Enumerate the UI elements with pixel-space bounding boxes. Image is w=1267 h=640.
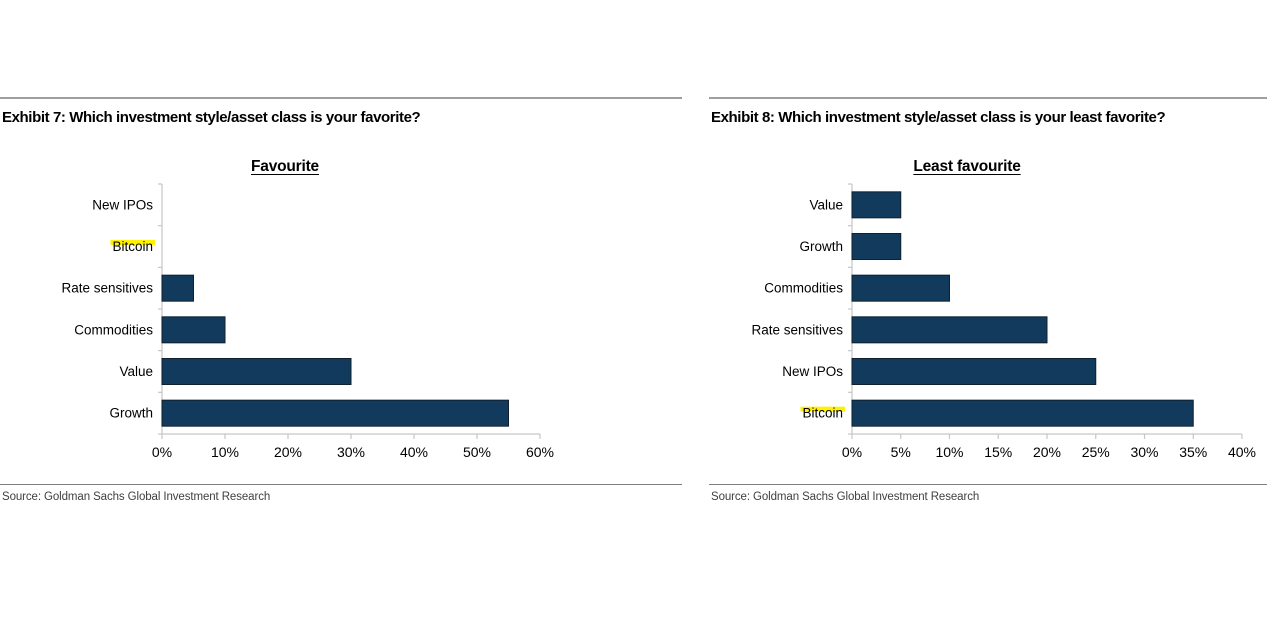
bar-value [161,358,352,385]
x-tick-label: 0% [842,444,862,460]
category-label: Growth [109,406,153,421]
bar-growth [161,399,509,427]
x-tick-label: 40% [400,444,428,460]
bitcoin-highlight-mark [800,406,845,412]
category-label: Rate sensitives [751,322,843,337]
category-label: Bitcoin [112,239,153,254]
source-divider [0,484,682,485]
chart-title-least-favourite: Least favourite [913,158,1021,175]
x-tick-label: 10% [935,444,963,460]
least-favourite-bar-chart: 0% 5% 10% 15% 20% 25% 30% 35% 40% Value Growth Comm… [751,183,1256,460]
top-divider [0,97,682,99]
category-label: New IPOs [92,197,153,212]
category-label: Bitcoin [802,406,843,421]
bitcoin-highlight-mark [110,240,155,245]
exhibit8-title: Exhibit 8: Which investment style/asset … [711,109,1166,126]
exhibit7-title: Exhibit 7: Which investment style/asset … [2,109,421,126]
bar-commodities [851,274,950,302]
bar-rate-sensitives [161,274,194,302]
x-tick-label: 20% [1033,444,1061,460]
x-tick-label: 15% [984,444,1012,460]
bar-bitcoin [851,399,1194,427]
x-tick-label: 5% [891,444,911,460]
bar-growth [851,233,902,260]
exhibit8-panel: Exhibit 8: Which investment style/asset … [709,0,1267,640]
category-label: Commodities [764,281,843,296]
source-divider [709,484,1267,485]
category-label: Commodities [74,322,153,337]
category-label: New IPOs [782,364,843,379]
exhibit7-panel: Exhibit 7: Which investment style/asset … [0,97,682,503]
bar-new-ipos [851,358,1097,385]
x-tick-label: 50% [463,444,491,460]
x-tick-label: 30% [1130,444,1158,460]
x-tick-label: 35% [1179,444,1207,460]
favourite-bar-chart: 0% 10% 20% 30% 40% 50% 60% New IPOs Bitcoin Rate … [61,183,554,460]
source-text: Source: Goldman Sachs Global Investment … [711,491,980,503]
x-tick-label: 20% [274,444,302,460]
top-divider [709,97,1267,99]
x-tick-label: 10% [211,444,239,460]
source-text: Source: Goldman Sachs Global Investment … [2,491,271,503]
x-tick-label: 30% [337,444,365,460]
x-tick-label: 0% [152,444,172,460]
category-label: Value [119,364,153,379]
bar-commodities [161,316,226,344]
x-tick-label: 25% [1082,444,1110,460]
x-tick-label: 40% [1228,444,1256,460]
chart-title-wrap: Least favourite [709,158,1225,176]
category-label: Growth [799,239,843,254]
bar-value [851,191,902,219]
category-label: Rate sensitives [61,281,153,296]
category-label: Value [809,197,843,212]
chart-title-wrap: Favourite [0,158,570,176]
bar-rate-sensitives [851,316,1048,344]
x-tick-label: 60% [526,444,554,460]
chart-title-favourite: Favourite [251,158,319,175]
